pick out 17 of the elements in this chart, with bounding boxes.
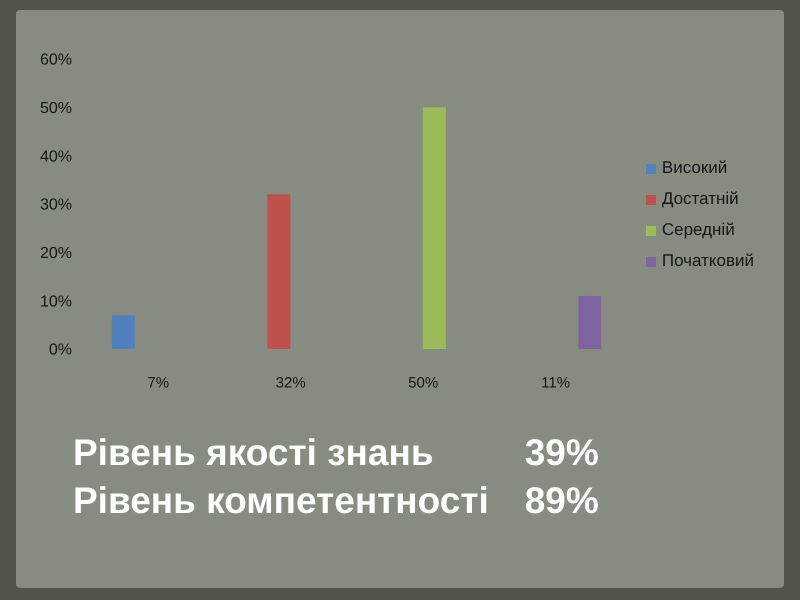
text: Рівень компетентності 89%: [73, 479, 599, 523]
x-tick-label: 11%: [541, 374, 570, 392]
y-tick-label: 30%: [40, 196, 72, 214]
x-tick-label: 7%: [147, 374, 170, 392]
legend-label: Достатній: [662, 189, 739, 208]
y-tick-label: 10%: [40, 293, 72, 310]
x-tick-label: 50%: [408, 374, 438, 392]
y-tick-label: 40%: [40, 148, 72, 166]
y-tick-label: 20%: [40, 245, 72, 262]
y-tick-label: 60%: [40, 52, 72, 69]
legend-label: Середній: [662, 220, 735, 239]
y-tick-label: 0%: [48, 342, 72, 359]
legend-label: Високий: [662, 158, 728, 177]
y-tick-label: 50%: [40, 100, 72, 118]
text: Рівень якості знань 39%: [73, 432, 599, 473]
legend-label: Початковий: [662, 251, 754, 270]
x-tick-label: 32%: [276, 374, 306, 392]
